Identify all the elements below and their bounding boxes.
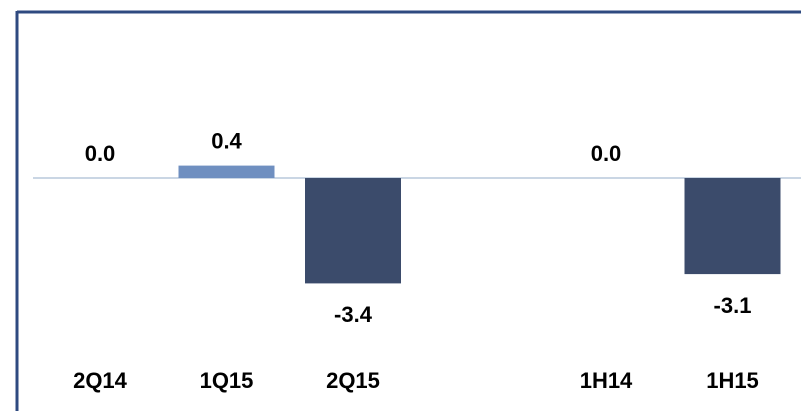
bar <box>305 178 401 284</box>
x-tick-label: 2Q15 <box>326 368 380 393</box>
bar <box>178 165 275 178</box>
value-label: -3.4 <box>334 302 373 327</box>
x-tick-label: 1H14 <box>580 368 633 393</box>
value-label: 0.0 <box>591 141 622 166</box>
value-label: 0.0 <box>85 141 116 166</box>
x-tick-label: 1H15 <box>706 368 759 393</box>
value-label: 0.4 <box>211 128 242 153</box>
value-label: -3.1 <box>714 293 752 318</box>
x-tick-label: 2Q14 <box>73 368 128 393</box>
bar <box>684 178 781 275</box>
x-tick-label: 1Q15 <box>200 368 254 393</box>
